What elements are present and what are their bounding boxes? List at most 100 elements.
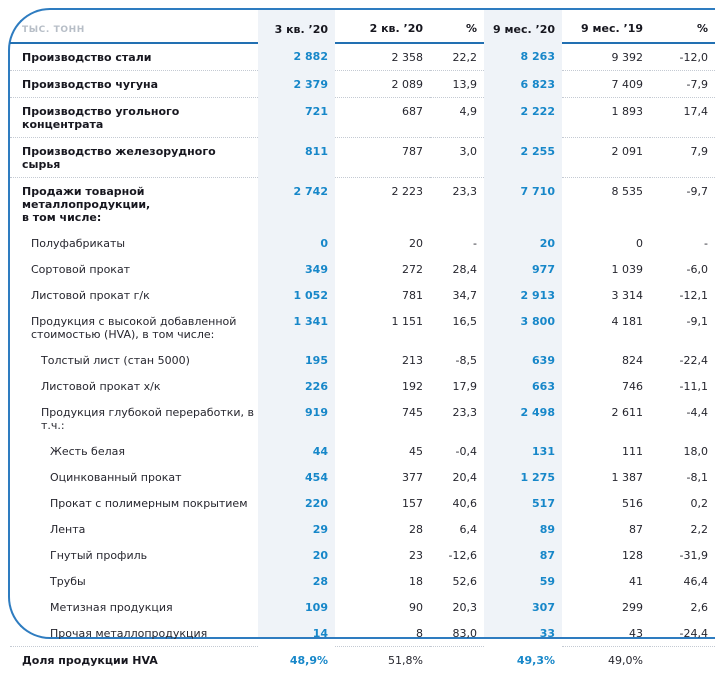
value-9m-2019: 2 611	[562, 399, 650, 438]
row-label: Продукция с высокой добавленной стоимост…	[10, 308, 258, 347]
value-9m-2019: 0	[562, 230, 650, 256]
value-pct-yoy: 7,9	[650, 138, 715, 178]
column-header-9m-2019: 9 мес. ’19	[562, 10, 650, 43]
value-q2-2020: 272	[335, 256, 430, 282]
value-q3-2020: 1 341	[258, 308, 335, 347]
row-label: Листовой прокат х/к	[10, 373, 258, 399]
value-9m-2019: 8 535	[562, 178, 650, 231]
value-9m-2019: 7 409	[562, 71, 650, 98]
value-q3-2020: 28	[258, 568, 335, 594]
value-pct-qoq: 20,3	[430, 594, 484, 620]
value-9m-2020: 7 710	[484, 178, 562, 231]
value-pct-yoy: -	[650, 230, 715, 256]
table-row: Продажи товарной металлопродукции, в том…	[10, 178, 715, 231]
value-q2-2020: 192	[335, 373, 430, 399]
value-q3-2020: 811	[258, 138, 335, 178]
value-9m-2019: 2 091	[562, 138, 650, 178]
value-pct-qoq: 52,6	[430, 568, 484, 594]
value-pct-qoq: 23,3	[430, 399, 484, 438]
row-label: Метизная продукция	[10, 594, 258, 620]
value-pct-qoq: 23,3	[430, 178, 484, 231]
column-header-q2-2020: 2 кв. ’20	[335, 10, 430, 43]
value-9m-2020: 89	[484, 516, 562, 542]
value-q2-2020: 23	[335, 542, 430, 568]
value-q3-2020: 1 052	[258, 282, 335, 308]
value-pct-yoy: -7,9	[650, 71, 715, 98]
value-pct-qoq: 3,0	[430, 138, 484, 178]
value-pct-qoq: 83,0	[430, 620, 484, 647]
row-label: Полуфабрикаты	[10, 230, 258, 256]
value-9m-2019: 746	[562, 373, 650, 399]
value-pct-yoy: -12,1	[650, 282, 715, 308]
value-q2-2020: 787	[335, 138, 430, 178]
value-9m-2020: 517	[484, 490, 562, 516]
value-pct-yoy: 2,2	[650, 516, 715, 542]
value-pct-qoq: 22,2	[430, 43, 484, 71]
row-label: Продукция глубокой переработки, в т.ч.:	[10, 399, 258, 438]
value-q3-2020: 109	[258, 594, 335, 620]
value-pct-yoy: -11,1	[650, 373, 715, 399]
row-label: Толстый лист (стан 5000)	[10, 347, 258, 373]
row-label: Прочая металлопродукция	[10, 620, 258, 647]
value-pct-qoq: 6,4	[430, 516, 484, 542]
value-9m-2020: 20	[484, 230, 562, 256]
column-header-pct-qoq: %	[430, 10, 484, 43]
value-pct-qoq: 20,4	[430, 464, 484, 490]
value-q2-2020: 28	[335, 516, 430, 542]
value-q2-2020: 781	[335, 282, 430, 308]
value-9m-2019: 3 314	[562, 282, 650, 308]
value-9m-2020: 307	[484, 594, 562, 620]
value-9m-2020: 639	[484, 347, 562, 373]
value-q2-2020: 8	[335, 620, 430, 647]
column-header-pct-yoy: %	[650, 10, 715, 43]
row-label: Листовой прокат г/к	[10, 282, 258, 308]
value-9m-2020: 2 222	[484, 98, 562, 138]
value-9m-2020: 6 823	[484, 71, 562, 98]
value-pct-qoq: 17,9	[430, 373, 484, 399]
value-q2-2020: 45	[335, 438, 430, 464]
value-pct-qoq: 28,4	[430, 256, 484, 282]
value-pct-qoq: 16,5	[430, 308, 484, 347]
value-q3-2020: 919	[258, 399, 335, 438]
value-pct-yoy: -9,7	[650, 178, 715, 231]
value-pct-yoy: 46,4	[650, 568, 715, 594]
value-pct-qoq	[430, 647, 484, 673]
row-label: Прокат с полимерным покрытием	[10, 490, 258, 516]
value-q3-2020: 195	[258, 347, 335, 373]
unit-label: тыс. тонн	[22, 25, 85, 35]
value-pct-yoy	[650, 647, 715, 673]
value-pct-yoy: -12,0	[650, 43, 715, 71]
row-label: Продажи товарной металлопродукции, в том…	[10, 178, 258, 231]
value-9m-2020: 131	[484, 438, 562, 464]
value-q3-2020: 29	[258, 516, 335, 542]
value-q3-2020: 14	[258, 620, 335, 647]
row-label: Производство чугуна	[10, 71, 258, 98]
value-q3-2020: 226	[258, 373, 335, 399]
value-q3-2020: 2 379	[258, 71, 335, 98]
value-9m-2020: 49,3%	[484, 647, 562, 673]
value-pct-yoy: -24,4	[650, 620, 715, 647]
value-pct-yoy: -9,1	[650, 308, 715, 347]
value-pct-qoq: 13,9	[430, 71, 484, 98]
value-9m-2020: 87	[484, 542, 562, 568]
value-9m-2019: 128	[562, 542, 650, 568]
value-q2-2020: 90	[335, 594, 430, 620]
value-q3-2020: 20	[258, 542, 335, 568]
row-label: Производство стали	[10, 43, 258, 71]
table-header: 3 кв. ’20 2 кв. ’20 % 9 мес. ’20 9 мес. …	[10, 10, 715, 43]
value-9m-2020: 8 263	[484, 43, 562, 71]
value-pct-qoq: 40,6	[430, 490, 484, 516]
value-9m-2019: 111	[562, 438, 650, 464]
